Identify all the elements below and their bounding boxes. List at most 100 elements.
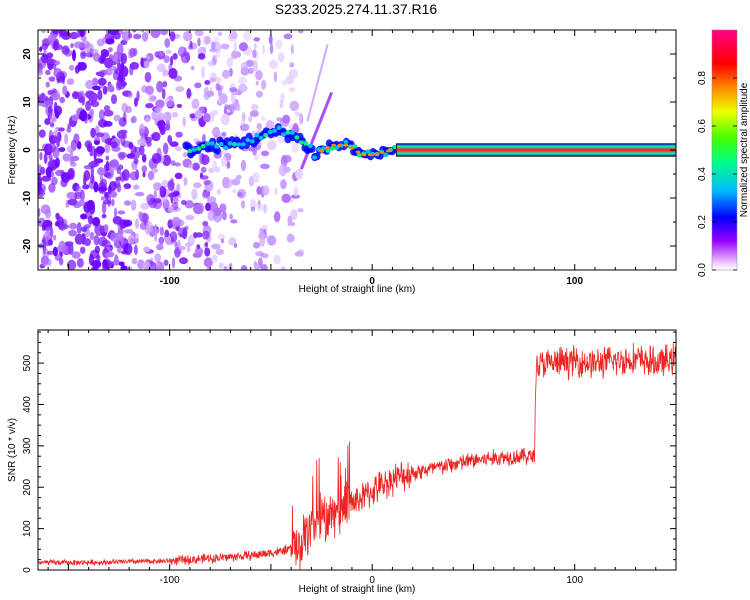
- noise-blob: [71, 251, 81, 259]
- noise-blob: [202, 230, 210, 240]
- noise-blob: [101, 201, 107, 214]
- noise-blob: [89, 108, 95, 117]
- noise-blob: [240, 66, 250, 76]
- noise-blob: [293, 186, 299, 197]
- noise-blob: [193, 182, 202, 189]
- noise-blob: [290, 194, 300, 199]
- noise-blob: [44, 118, 51, 126]
- noise-blob: [147, 97, 156, 103]
- noise-blob: [236, 104, 241, 112]
- colorbar-tick-label: 0.0: [697, 263, 708, 277]
- noise-blob: [238, 83, 248, 93]
- noise-blob: [113, 114, 121, 122]
- noise-blob: [157, 51, 164, 57]
- noise-blob: [174, 146, 182, 151]
- noise-blob: [156, 80, 164, 93]
- spectrogram-ridge: [182, 44, 676, 170]
- noise-blob: [101, 213, 107, 219]
- noise-blob: [174, 246, 181, 258]
- noise-blob: [255, 80, 259, 86]
- noise-blob: [240, 159, 247, 172]
- noise-blob: [186, 246, 191, 253]
- noise-blob: [170, 55, 174, 66]
- noise-blob: [191, 188, 198, 201]
- noise-blob: [197, 53, 206, 60]
- noise-blob: [240, 200, 246, 209]
- noise-blob: [92, 77, 99, 86]
- noise-blob: [66, 259, 77, 270]
- noise-blob: [140, 202, 150, 210]
- noise-blob: [154, 253, 162, 263]
- noise-blob: [290, 44, 294, 55]
- noise-blob: [40, 92, 46, 102]
- noise-blob: [285, 74, 295, 85]
- snr-panel: -100 0 100 0 100 200 300 400 500 Height of strai…: [7, 329, 677, 595]
- noise-blob: [156, 243, 164, 251]
- noise-blob: [172, 190, 180, 197]
- noise-blob: [116, 78, 126, 90]
- noise-blob: [118, 138, 123, 144]
- noise-blob: [169, 31, 176, 42]
- noise-blob: [238, 42, 248, 52]
- noise-blob: [160, 30, 169, 36]
- noise-blob: [261, 116, 266, 122]
- noise-blob: [44, 208, 52, 220]
- noise-blob: [277, 52, 285, 63]
- spectrogram-xtick-label: -100: [160, 276, 180, 287]
- ridge-core: [218, 141, 224, 147]
- noise-blob: [139, 145, 145, 156]
- ridge-core: [196, 146, 202, 151]
- noise-blob: [213, 210, 223, 223]
- ridge-core: [240, 142, 246, 147]
- noise-blob: [146, 55, 151, 60]
- noise-blob: [135, 169, 140, 181]
- noise-blob: [171, 111, 179, 119]
- noise-blob: [145, 221, 153, 233]
- noise-blob: [250, 103, 259, 111]
- noise-blob: [126, 153, 133, 159]
- noise-blob: [86, 199, 95, 210]
- noise-blob: [62, 153, 71, 162]
- ridge-core: [254, 132, 260, 138]
- noise-blob: [118, 261, 125, 266]
- noise-blob: [89, 249, 100, 260]
- ridge-core: [272, 128, 278, 133]
- ridge-core: [263, 132, 269, 138]
- snr-series-line: [38, 342, 676, 570]
- noise-blob: [52, 246, 58, 257]
- noise-blob: [104, 143, 111, 154]
- noise-blob: [132, 30, 137, 33]
- noise-blob: [198, 152, 203, 165]
- noise-blob: [194, 30, 204, 37]
- noise-blob: [289, 100, 300, 112]
- noise-blob: [105, 251, 115, 258]
- noise-blob: [226, 56, 234, 68]
- noise-blob: [95, 146, 105, 155]
- noise-blob: [66, 191, 77, 200]
- noise-blob: [46, 250, 55, 255]
- noise-blob: [273, 71, 278, 83]
- noise-blob: [162, 142, 169, 155]
- ridge-core: [200, 143, 206, 149]
- ridge-core: [245, 137, 251, 143]
- noise-blob: [177, 46, 187, 58]
- noise-blob: [200, 106, 206, 114]
- noise-blob: [279, 117, 290, 127]
- noise-blob: [109, 191, 118, 198]
- noise-blob: [163, 259, 169, 266]
- noise-blob: [164, 96, 175, 108]
- noise-blob: [85, 100, 91, 112]
- noise-blob: [183, 30, 193, 42]
- noise-blob: [133, 158, 139, 165]
- ridge-core: [289, 130, 295, 135]
- noise-blob: [40, 30, 46, 34]
- noise-blob: [192, 162, 200, 171]
- noise-blob: [171, 216, 182, 228]
- noise-blob: [207, 60, 215, 67]
- noise-blob: [151, 131, 161, 142]
- noise-blob: [76, 222, 82, 235]
- noise-blob: [87, 215, 94, 225]
- noise-blob: [38, 177, 43, 188]
- noise-blob: [183, 176, 188, 186]
